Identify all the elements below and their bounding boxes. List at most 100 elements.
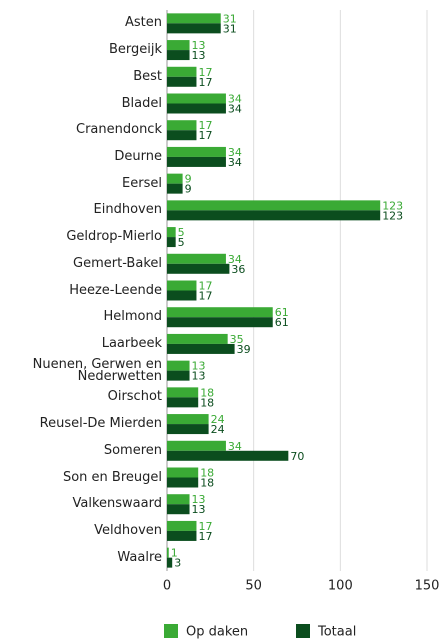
- value-label: 34: [228, 156, 242, 169]
- value-label: 17: [198, 129, 212, 142]
- y-tick-label: Asten: [124, 15, 162, 31]
- bar: [167, 360, 190, 371]
- value-label: 18: [200, 396, 214, 409]
- bar: [167, 23, 221, 34]
- value-label: 3: [174, 557, 181, 570]
- bar: [167, 66, 197, 77]
- bar: [167, 146, 226, 157]
- value-label: 31: [223, 12, 237, 25]
- value-label: 24: [211, 423, 225, 436]
- bar: [167, 414, 209, 425]
- y-tick-label: Veldhoven: [94, 522, 162, 538]
- value-label: 34: [228, 93, 242, 106]
- bar: [167, 504, 190, 515]
- y-tick-label: Someren: [103, 442, 162, 458]
- y-tick-label: Deurne: [114, 148, 162, 164]
- value-label: 123: [382, 209, 403, 222]
- bar: [167, 103, 226, 114]
- value-label: 13: [192, 39, 206, 52]
- legend-label: Op daken: [186, 625, 248, 640]
- value-label: 61: [275, 306, 289, 319]
- bar: [167, 76, 197, 87]
- legend-swatch: [164, 624, 178, 638]
- bar: [167, 370, 190, 381]
- value-label: 123: [382, 199, 403, 212]
- value-label: 61: [275, 316, 289, 329]
- value-label: 13: [192, 49, 206, 62]
- bar: [167, 450, 289, 461]
- bar: [167, 200, 381, 211]
- value-label: 36: [231, 263, 245, 276]
- value-label: 17: [198, 76, 212, 89]
- x-tick-label: 0: [163, 579, 171, 594]
- y-tick-label: Helmond: [103, 309, 163, 325]
- bar: [167, 397, 199, 408]
- bar: [167, 93, 226, 104]
- y-tick-label: Son en Breugel: [62, 469, 162, 485]
- y-tick-label: Laarbeek: [101, 335, 162, 351]
- value-label: 9: [185, 183, 192, 196]
- bar: [167, 156, 226, 167]
- value-label: 18: [200, 467, 214, 480]
- bar: [167, 237, 176, 248]
- value-label: 17: [198, 66, 212, 79]
- value-label: 24: [211, 413, 225, 426]
- bar: [167, 13, 221, 24]
- value-label: 70: [290, 450, 304, 463]
- y-tick-label: Waalre: [117, 549, 162, 565]
- y-tick-label: Oirschot: [107, 389, 162, 405]
- bar: [167, 317, 273, 328]
- bar: [167, 494, 190, 505]
- bar: [167, 253, 226, 264]
- bar: [167, 440, 226, 451]
- x-tick-label: 150: [415, 579, 440, 594]
- bar: [167, 210, 381, 221]
- value-label: 34: [228, 253, 242, 266]
- y-tick-label: Reusel-De Mierden: [39, 416, 162, 432]
- bar: [167, 424, 209, 435]
- value-label: 18: [200, 386, 214, 399]
- value-label: 13: [192, 360, 206, 373]
- y-tick-label: Valkenswaard: [72, 496, 162, 512]
- y-tick-label: Bladel: [121, 95, 162, 111]
- bar: [167, 40, 190, 51]
- bar: [167, 227, 176, 238]
- y-tick-label: Heeze-Leende: [69, 282, 162, 298]
- bar: [167, 520, 197, 531]
- value-label: 39: [237, 343, 251, 356]
- value-label: 31: [223, 22, 237, 35]
- value-label: 5: [178, 236, 185, 249]
- bar: [167, 557, 173, 568]
- y-tick-label: Eindhoven: [93, 202, 162, 218]
- y-tick-label: Nuenen, Gerwen en Nederwetten: [32, 356, 162, 384]
- value-label: 17: [198, 280, 212, 293]
- value-label: 13: [192, 370, 206, 383]
- value-label: 18: [200, 477, 214, 490]
- bar: [167, 290, 197, 301]
- bar: [167, 530, 197, 541]
- legend-swatch: [296, 624, 310, 638]
- value-label: 34: [228, 103, 242, 116]
- value-label: 17: [198, 530, 212, 543]
- value-label: 5: [178, 226, 185, 239]
- y-tick-label: Eersel: [122, 175, 162, 191]
- bar: [167, 467, 199, 478]
- y-tick-label: Gemert-Bakel: [73, 255, 162, 271]
- value-label: 35: [230, 333, 244, 346]
- bar: [167, 307, 273, 318]
- value-label: 34: [228, 146, 242, 159]
- x-tick-label: 100: [328, 579, 353, 594]
- bar: [167, 120, 197, 131]
- y-tick-label: Geldrop-Mierlo: [66, 229, 162, 245]
- value-label: 13: [192, 493, 206, 506]
- bar: [167, 263, 230, 274]
- bar: [167, 173, 183, 184]
- bar: [167, 183, 183, 194]
- value-label: 34: [228, 440, 242, 453]
- bar: [167, 50, 190, 61]
- value-label: 17: [198, 290, 212, 303]
- legend-label: Totaal: [317, 625, 356, 640]
- y-tick-label: Cranendonck: [76, 122, 162, 138]
